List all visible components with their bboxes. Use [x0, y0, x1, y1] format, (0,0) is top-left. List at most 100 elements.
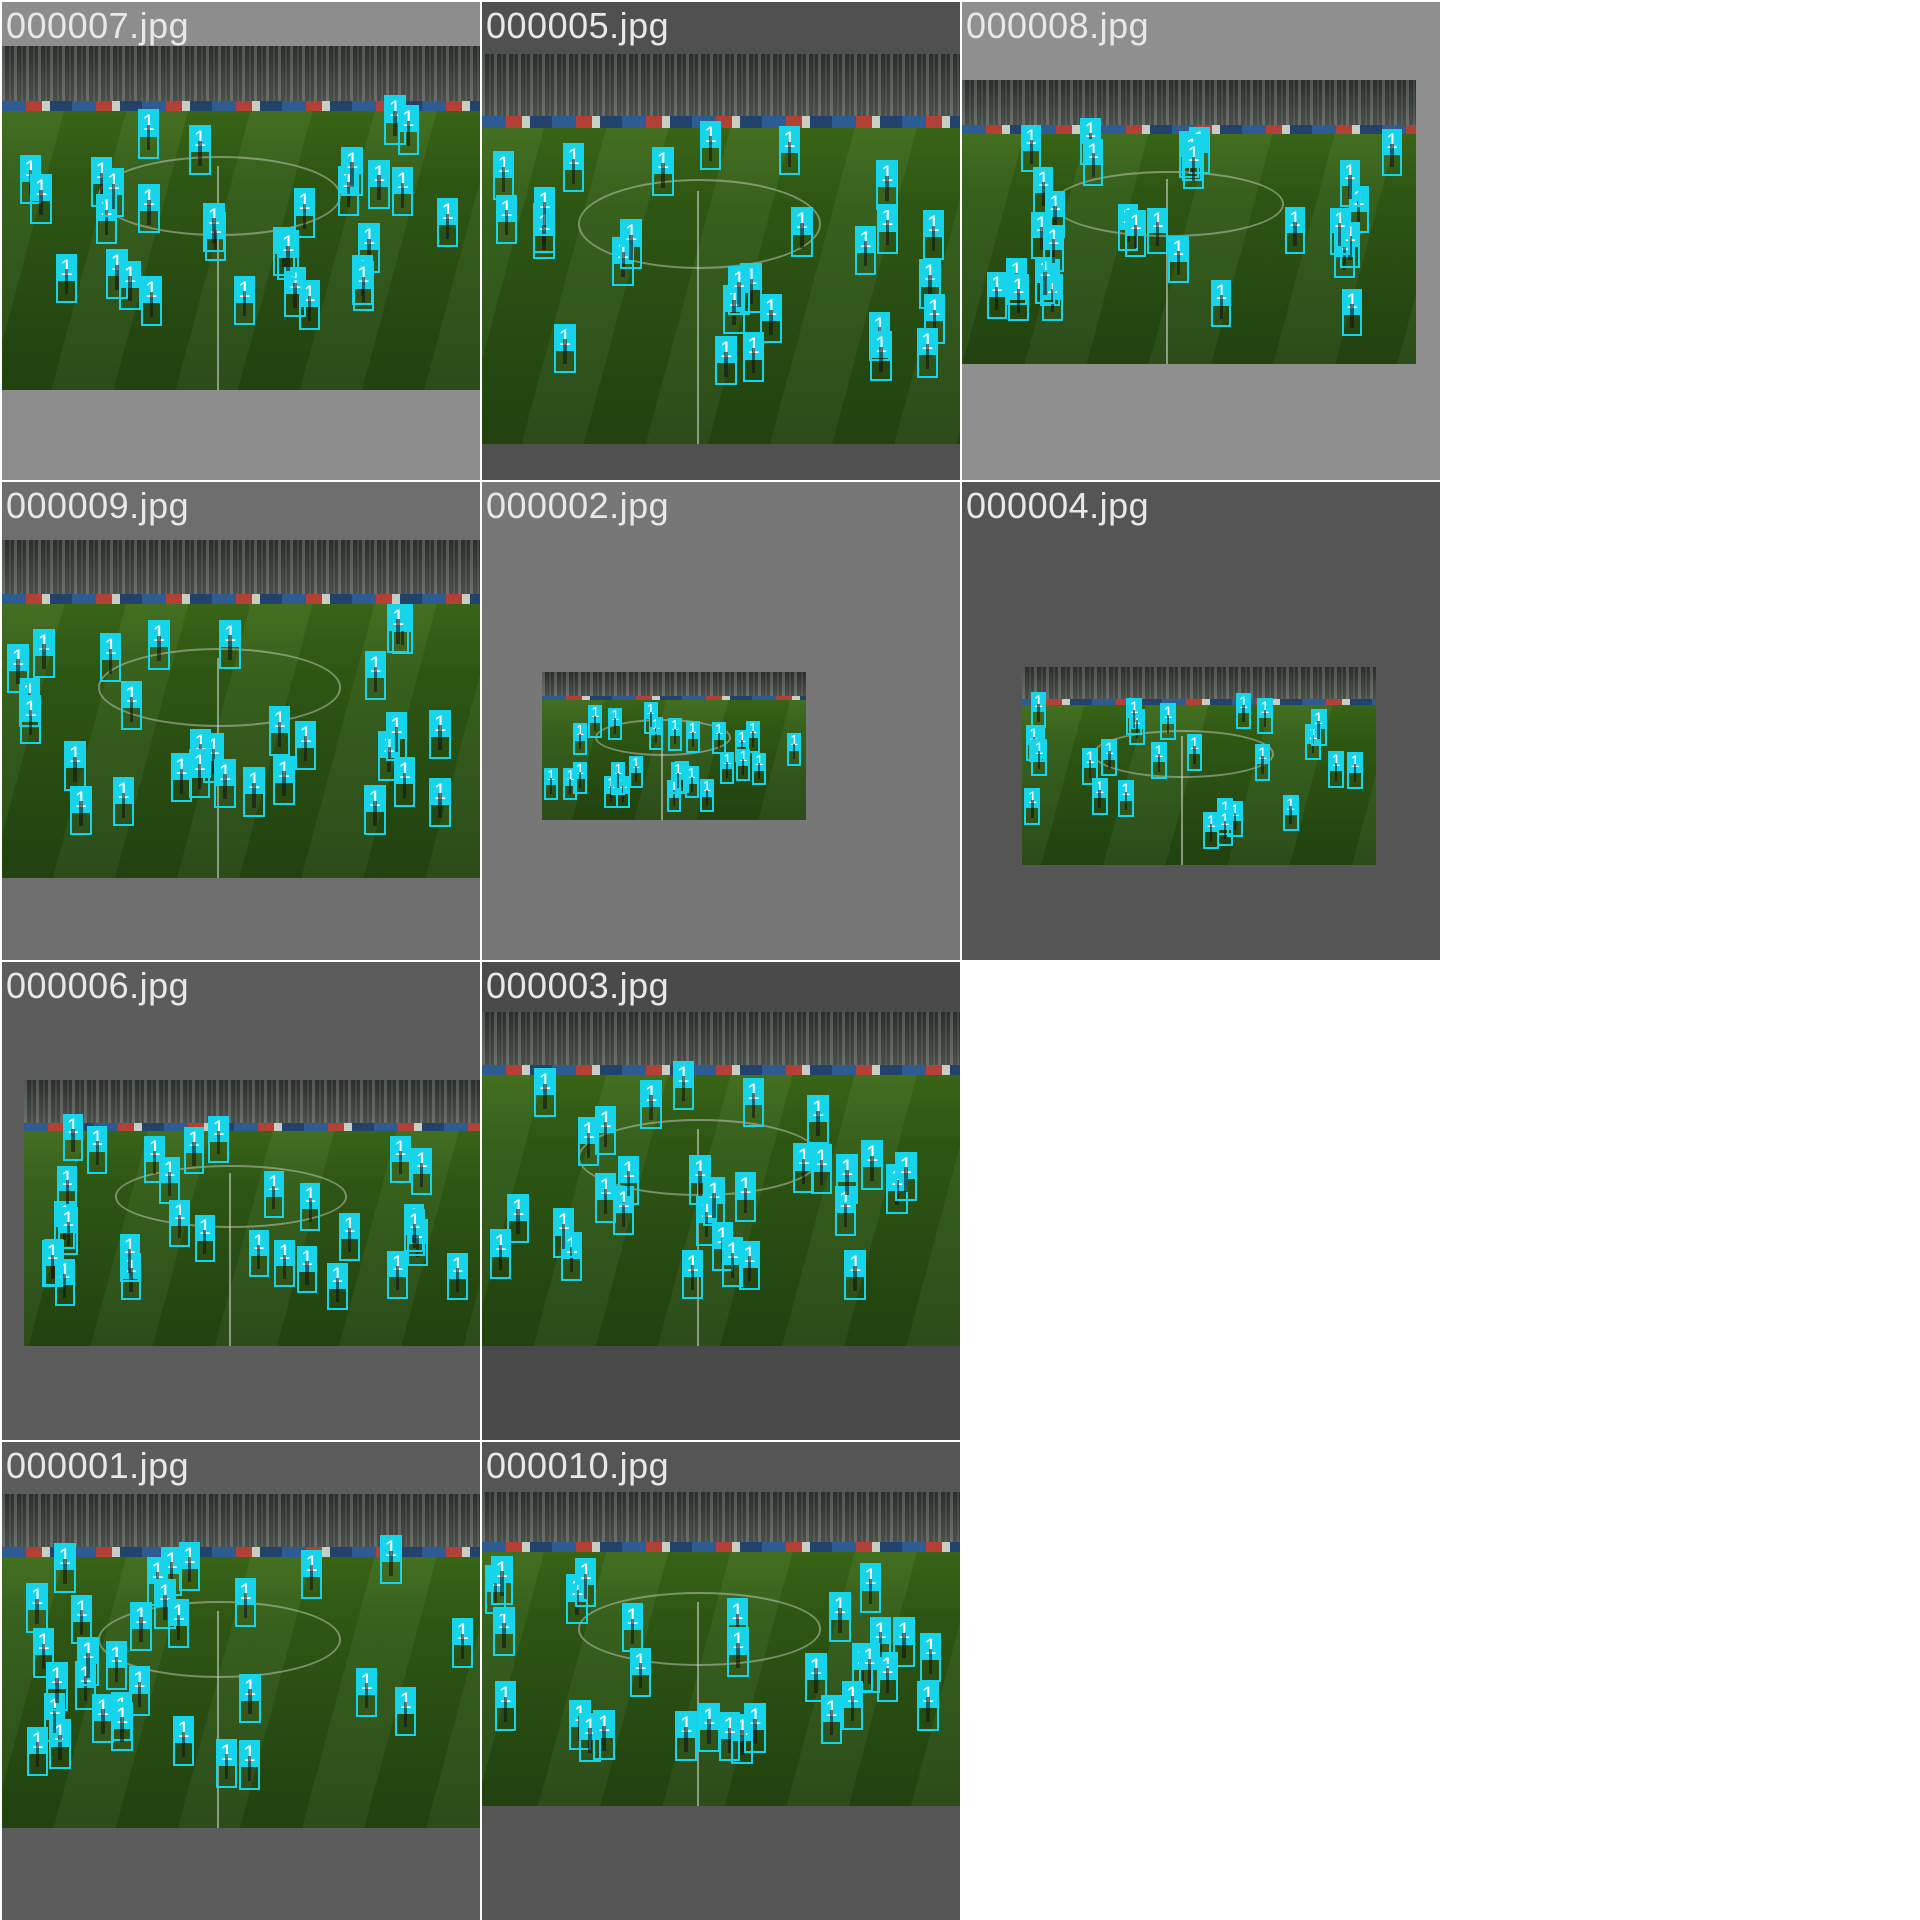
- stadium-crowd: [2, 1494, 480, 1548]
- detection-class-label: 1: [919, 1632, 942, 1661]
- detection-class-label: 1: [1257, 697, 1273, 718]
- detection-class-label: 1: [233, 275, 256, 303]
- detection-box: 1: [55, 253, 78, 304]
- detection-class-label: 1: [64, 741, 86, 769]
- image-tile: 111111111111111111111111111111000006.jpg: [2, 962, 480, 1440]
- detection-box: 1: [234, 1577, 257, 1628]
- detection-class-label: 1: [534, 1068, 556, 1096]
- player-figure: [621, 252, 625, 278]
- detection-class-label: 1: [699, 779, 714, 798]
- player-figure: [500, 1571, 504, 1597]
- detection-class-label: 1: [608, 707, 623, 726]
- detection-class-label: 1: [203, 202, 225, 230]
- player-figure: [932, 309, 937, 335]
- detection-class-label: 1: [194, 1214, 216, 1241]
- detection-box: 1: [573, 723, 588, 756]
- detection-class-label: 1: [1186, 734, 1203, 755]
- player-figure: [594, 715, 597, 732]
- detection-box: 1: [300, 1549, 323, 1599]
- player-figure: [1050, 288, 1054, 313]
- player-figure: [885, 1668, 890, 1694]
- detection-box: 1: [491, 1555, 513, 1606]
- player-figure: [751, 731, 754, 747]
- detection-box: 1: [99, 633, 122, 683]
- player-figure: [79, 1610, 84, 1636]
- stadium-crowd: [482, 54, 960, 117]
- detection-class-label: 1: [140, 276, 163, 304]
- detection-box: 1: [608, 707, 623, 741]
- detection-box: 1: [394, 1686, 417, 1737]
- detection-class-label: 1: [744, 1703, 766, 1731]
- detection-class-label: 1: [787, 733, 802, 752]
- detection-class-label: 1: [895, 1151, 917, 1179]
- player-figure: [1317, 721, 1320, 739]
- image-filename-label: 000004.jpg: [966, 485, 1150, 526]
- detection-class-label: 1: [492, 150, 515, 179]
- detection-class-label: 1: [675, 1711, 697, 1739]
- player-figure: [167, 1172, 172, 1196]
- detection-class-label: 1: [214, 758, 236, 786]
- player-figure: [223, 774, 227, 800]
- detection-box: 1: [46, 1661, 68, 1712]
- player-figure: [1223, 821, 1226, 840]
- detection-box: 1: [698, 1702, 720, 1753]
- detection-class-label: 1: [734, 1172, 757, 1200]
- player-figure: [129, 696, 134, 722]
- player-figure: [1350, 304, 1354, 328]
- detection-box: 1: [923, 294, 946, 344]
- player-figure: [819, 1160, 824, 1186]
- detection-box: 1: [563, 768, 578, 801]
- player-figure: [35, 1598, 39, 1624]
- player-figure: [681, 1076, 686, 1102]
- player-figure: [747, 1256, 752, 1282]
- detection-box: 1: [841, 1680, 864, 1731]
- player-figure: [445, 213, 450, 239]
- player-figure: [272, 1185, 276, 1210]
- player-figure: [389, 1550, 393, 1576]
- detection-class-label: 1: [594, 1105, 617, 1134]
- detection-class-label: 1: [628, 755, 643, 774]
- player-figure: [588, 1728, 592, 1754]
- player-figure: [493, 1580, 498, 1606]
- player-figure: [712, 1192, 716, 1218]
- player-figure: [198, 140, 202, 166]
- detection-box: 1: [32, 1628, 55, 1678]
- player-figure: [212, 218, 216, 244]
- detection-box: 1: [219, 619, 241, 670]
- player-figure: [348, 1228, 352, 1253]
- detection-box: 1: [203, 202, 225, 253]
- detection-class-label: 1: [745, 720, 760, 739]
- detection-class-label: 1: [922, 210, 945, 238]
- detection-box: 1: [738, 1240, 761, 1291]
- detection-box: 1: [148, 620, 170, 670]
- detection-class-label: 1: [652, 146, 674, 175]
- detection-class-label: 1: [594, 1173, 617, 1201]
- detection-class-label: 1: [611, 762, 626, 781]
- detection-box: 1: [215, 1738, 238, 1789]
- detection-box: 1: [429, 777, 451, 828]
- detection-box: 1: [895, 1151, 917, 1202]
- detection-box: 1: [137, 109, 160, 159]
- soccer-field-image: [482, 1012, 960, 1346]
- player-figure: [501, 166, 506, 192]
- player-figure: [575, 1590, 579, 1616]
- player-figure: [1041, 182, 1045, 206]
- detection-class-label: 1: [685, 721, 700, 739]
- detection-box: 1: [56, 1165, 78, 1213]
- detection-box: 1: [1329, 207, 1350, 255]
- player-figure: [83, 1676, 88, 1702]
- detection-class-label: 1: [919, 259, 941, 287]
- player-figure: [751, 1093, 756, 1119]
- soccer-field-image: [2, 46, 480, 390]
- player-figure: [829, 1710, 834, 1736]
- detection-class-label: 1: [916, 328, 939, 356]
- detection-class-label: 1: [429, 777, 451, 805]
- player-figure: [213, 227, 218, 253]
- player-figure: [460, 1633, 465, 1659]
- player-figure: [579, 772, 582, 788]
- player-figure: [1043, 271, 1047, 296]
- detection-class-label: 1: [552, 1208, 575, 1236]
- detection-class-label: 1: [1117, 780, 1134, 801]
- advertising-boards: [2, 101, 480, 112]
- detection-box: 1: [861, 1140, 883, 1190]
